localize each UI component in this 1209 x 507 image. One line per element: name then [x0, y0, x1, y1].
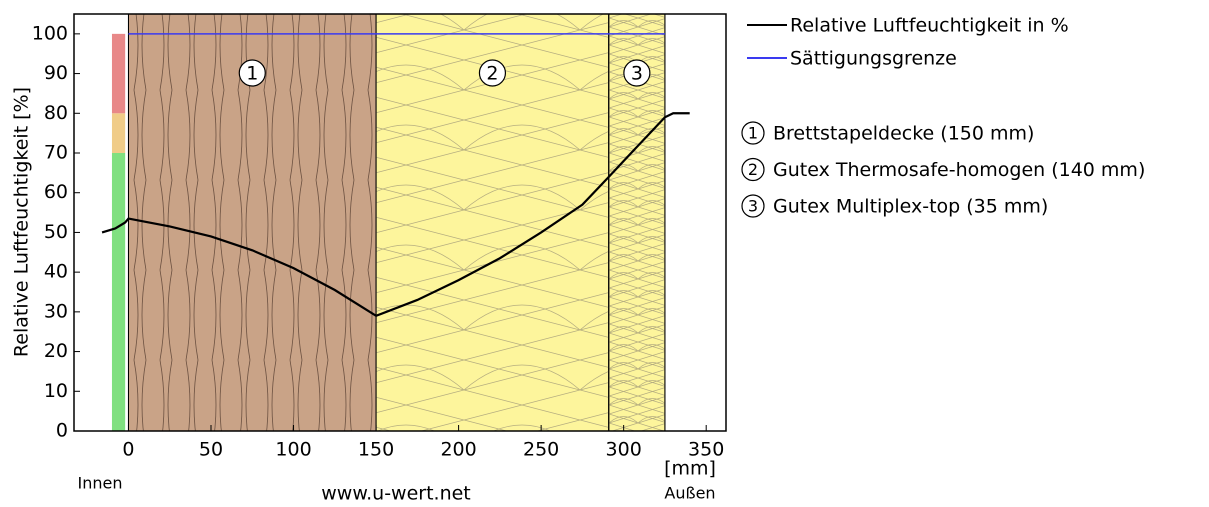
layer-badge	[478, 59, 507, 87]
layer-number: 2	[486, 63, 498, 85]
x-tick-label: 350	[688, 439, 724, 461]
x-tick-label: 150	[358, 439, 394, 461]
legend-badge	[741, 194, 765, 218]
watermark: www.u-wert.net	[321, 483, 471, 505]
legend-label: Sättigungsgrenze	[790, 48, 957, 70]
y-tick-label: 40	[44, 261, 68, 283]
y-tick-label: 100	[32, 22, 68, 44]
plot-frame	[73, 13, 727, 432]
layer-number: 3	[631, 63, 643, 85]
y-tick-label: 80	[44, 102, 68, 124]
series-line	[101, 112, 690, 318]
legend-badge	[741, 157, 765, 182]
x-tick-label: 200	[440, 439, 476, 461]
x-tick-label: 0	[122, 439, 134, 461]
legend-number: 1	[748, 124, 758, 143]
legend-label: Brettstapeldecke (150 mm)	[773, 123, 1034, 145]
outside-label: Außen	[664, 484, 715, 503]
comfort-zone	[111, 153, 126, 431]
x-tick-label: 250	[523, 439, 559, 461]
comfort-zone	[111, 113, 126, 153]
x-tick-label: 50	[199, 439, 223, 461]
layer-badge	[623, 59, 651, 87]
y-tick-label: 90	[44, 62, 68, 84]
y-tick-label: 50	[44, 221, 68, 243]
y-tick-label: 30	[44, 300, 68, 322]
legend-label: Gutex Thermosafe-homogen (140 mm)	[773, 159, 1145, 181]
y-tick-label: 60	[44, 181, 68, 203]
comfort-zone	[111, 33, 126, 114]
y-tick-label: 70	[44, 142, 68, 164]
legend-badge	[741, 121, 765, 145]
y-axis-label: Relative Luftfeuchtigkeit [%]	[11, 87, 33, 357]
y-tick-label: 10	[44, 380, 68, 402]
legend-label: Gutex Multiplex-top (35 mm)	[773, 196, 1048, 218]
x-tick-label: 300	[606, 439, 642, 461]
x-unit: [mm]	[664, 458, 716, 480]
legend-label: Relative Luftfeuchtigkeit in %	[790, 15, 1069, 37]
x-tick-label: 100	[275, 439, 311, 461]
legend-number: 2	[748, 160, 758, 179]
y-tick-label: 20	[44, 340, 68, 362]
layer-number: 1	[246, 63, 258, 85]
legend-number: 3	[748, 197, 758, 216]
y-tick-label: 0	[56, 420, 68, 442]
inside-label: Innen	[78, 474, 123, 493]
layer-badge	[238, 59, 266, 87]
